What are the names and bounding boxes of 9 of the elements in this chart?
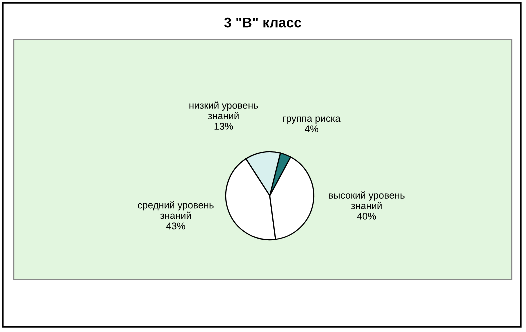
slice-label: высокий уровень знаний: [329, 192, 405, 210]
data-label: 40%: [357, 213, 376, 220]
slice-label: низкий уровень знаний: [190, 102, 258, 120]
chart-title: 3 "В" класс: [224, 18, 302, 28]
data-label: 4%: [304, 126, 318, 133]
slice-label: средний уровень знаний: [138, 201, 214, 220]
data-label: 13%: [214, 123, 234, 130]
slice-label: группа риска: [284, 116, 341, 124]
data-label: 43%: [166, 222, 186, 230]
